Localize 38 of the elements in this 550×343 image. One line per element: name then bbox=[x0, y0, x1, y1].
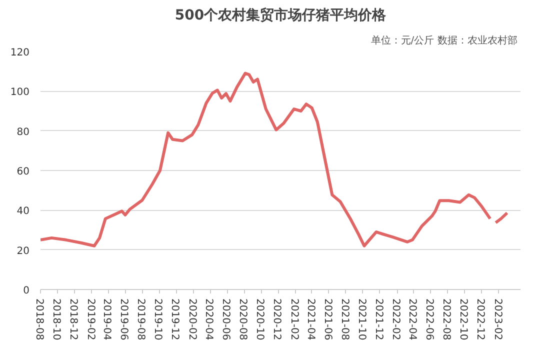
chart-title: 500个农村集贸市场仔猪平均价格 bbox=[174, 6, 388, 24]
x-tick-label: 2018-10 bbox=[50, 298, 62, 340]
x-tick-label: 2021-12 bbox=[372, 298, 384, 340]
x-tick-label: 2021-08 bbox=[338, 298, 350, 340]
x-tick-label: 2021-10 bbox=[356, 298, 367, 340]
x-tick-label: 2019-12 bbox=[169, 298, 180, 340]
x-tick-label: 2023-02 bbox=[492, 298, 503, 340]
x-tick-label: 2020-08 bbox=[237, 298, 248, 340]
y-tick-label: 0 bbox=[23, 286, 30, 296]
x-tick-label: 2019-10 bbox=[152, 298, 164, 340]
y-tick-label: 20 bbox=[16, 246, 30, 257]
x-tick-label: 2020-06 bbox=[220, 298, 232, 340]
x-tick-label: 2020-04 bbox=[203, 298, 214, 340]
x-tick-label: 2022-04 bbox=[406, 298, 418, 340]
x-tick-label: 2019-08 bbox=[135, 298, 146, 340]
x-tick-label: 2020-02 bbox=[186, 298, 198, 340]
x-tick-label: 2019-04 bbox=[101, 298, 112, 340]
y-tick-label: 40 bbox=[16, 206, 30, 218]
x-tick-label: 2018-08 bbox=[34, 298, 44, 340]
x-tick-label: 2019-02 bbox=[84, 298, 96, 340]
y-tick-label: 100 bbox=[10, 87, 30, 98]
x-tick-label: 2020-10 bbox=[254, 298, 266, 340]
x-tick-label: 2018-12 bbox=[67, 298, 78, 340]
x-tick-label: 2022-06 bbox=[424, 298, 435, 340]
x-tick-label: 2021-06 bbox=[322, 298, 333, 340]
y-tick-label: 60 bbox=[16, 166, 30, 178]
y-tick-label: 120 bbox=[10, 48, 30, 58]
y-tick-label: 80 bbox=[16, 126, 30, 138]
text: 单位：元/公斤 数据：农业农村部 bbox=[370, 34, 518, 46]
x-tick-label: 2019-06 bbox=[118, 298, 130, 340]
line-series bbox=[40, 72, 492, 248]
x-tick-label: 2022-10 bbox=[458, 298, 469, 340]
x-tick-label: 2022-08 bbox=[440, 298, 452, 340]
x-tick-label: 2022-02 bbox=[390, 298, 402, 340]
x-tick-label: 2020-12 bbox=[271, 298, 282, 340]
x-tick-label: 2021-04 bbox=[304, 298, 316, 340]
x-tick-label: 2022-12 bbox=[474, 298, 486, 340]
x-tick-label: 2021-02 bbox=[288, 298, 300, 340]
